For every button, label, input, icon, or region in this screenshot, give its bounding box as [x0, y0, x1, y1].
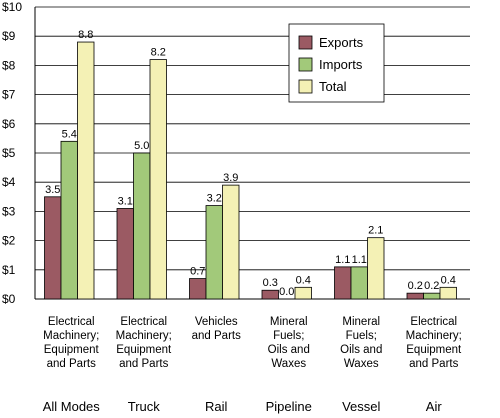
data-label: 3.9 — [223, 172, 238, 184]
bar-imports — [133, 152, 151, 300]
commodity-label: Mineral — [342, 316, 380, 328]
data-label: 1.1 — [335, 254, 350, 266]
bar-exports — [406, 292, 424, 300]
commodity-label: Machinery; — [116, 330, 172, 342]
bar-imports — [423, 292, 441, 300]
mode-label: Truck — [128, 399, 161, 414]
commodity-label: Electrical — [120, 316, 167, 328]
commodity-label: Fuels; — [273, 330, 304, 342]
bar-exports — [44, 196, 62, 300]
bar-total — [222, 184, 240, 300]
y-tick-label: $5 — [2, 146, 16, 160]
bar-exports — [189, 278, 207, 300]
commodity-label: Fuels; — [346, 330, 377, 342]
data-label: 3.1 — [118, 195, 133, 207]
legend-swatch-total — [298, 79, 313, 94]
y-tick-label: $2 — [2, 234, 16, 248]
commodity-label: Machinery; — [406, 330, 462, 342]
commodity-label: Electrical — [410, 316, 457, 328]
y-tick-label: $6 — [2, 117, 16, 131]
data-label: 0.2 — [408, 280, 423, 292]
data-label: 5.4 — [62, 128, 77, 140]
mode-label: Vessel — [342, 399, 380, 414]
legend-swatch-exports — [298, 35, 313, 50]
y-tick-label: $1 — [2, 263, 16, 277]
y-tick-label: $3 — [2, 204, 16, 218]
commodity-label: Mineral — [270, 316, 308, 328]
y-tick-label: $10 — [2, 0, 22, 14]
data-label: 8.2 — [151, 47, 166, 59]
bar-exports — [116, 208, 134, 300]
data-label: 0.7 — [190, 266, 205, 278]
data-label: 3.2 — [207, 193, 222, 205]
bar-imports — [60, 140, 78, 300]
commodity-label: and Parts — [409, 358, 458, 370]
bar-total — [77, 41, 95, 300]
data-label: 0.0 — [279, 286, 294, 298]
y-tick-label: $0 — [2, 292, 16, 306]
data-label: 0.4 — [296, 274, 311, 286]
bar-exports — [261, 289, 279, 300]
legend-label-imports: Imports — [319, 57, 363, 72]
commodity-label: Oils and — [340, 344, 382, 356]
mode-label: Rail — [205, 399, 228, 414]
bar-imports — [205, 205, 223, 300]
legend-label-total: Total — [319, 79, 347, 94]
commodity-label: Equipment — [44, 344, 100, 356]
mode-label: Pipeline — [266, 399, 312, 414]
data-label: 8.8 — [78, 29, 93, 41]
bar-total — [439, 286, 457, 300]
data-label: 3.5 — [45, 184, 60, 196]
data-label: 1.1 — [352, 254, 367, 266]
bar-imports — [350, 266, 368, 300]
bar-total — [149, 59, 167, 300]
data-label: 5.0 — [134, 140, 149, 152]
legend-label-exports: Exports — [319, 35, 364, 50]
commodity-label: and Parts — [47, 358, 96, 370]
mode-label: All Modes — [43, 399, 101, 414]
commodity-label: Machinery; — [43, 330, 99, 342]
commodity-label: and Parts — [119, 358, 168, 370]
y-tick-label: $8 — [2, 58, 16, 72]
data-label: 0.3 — [263, 277, 278, 289]
bar-total — [367, 237, 385, 300]
commodity-label: Electrical — [48, 316, 95, 328]
commodity-label: Equipment — [406, 344, 462, 356]
legend-swatch-imports — [298, 57, 313, 72]
commodity-label: Vehicles — [195, 316, 238, 328]
commodity-label: Equipment — [116, 344, 172, 356]
data-label: 0.4 — [441, 274, 456, 286]
data-label: 0.2 — [424, 280, 439, 292]
commodity-label: and Parts — [192, 330, 241, 342]
bar-exports — [334, 266, 352, 300]
commodity-label: Oils and — [268, 344, 310, 356]
y-tick-label: $4 — [2, 175, 16, 189]
data-label: 2.1 — [368, 225, 383, 237]
bar-total — [294, 286, 312, 300]
mode-label: Air — [426, 399, 443, 414]
commodity-label: Waxes — [344, 358, 379, 370]
y-tick-label: $9 — [2, 29, 16, 43]
y-tick-label: $7 — [2, 88, 16, 102]
commodity-label: Waxes — [271, 358, 306, 370]
